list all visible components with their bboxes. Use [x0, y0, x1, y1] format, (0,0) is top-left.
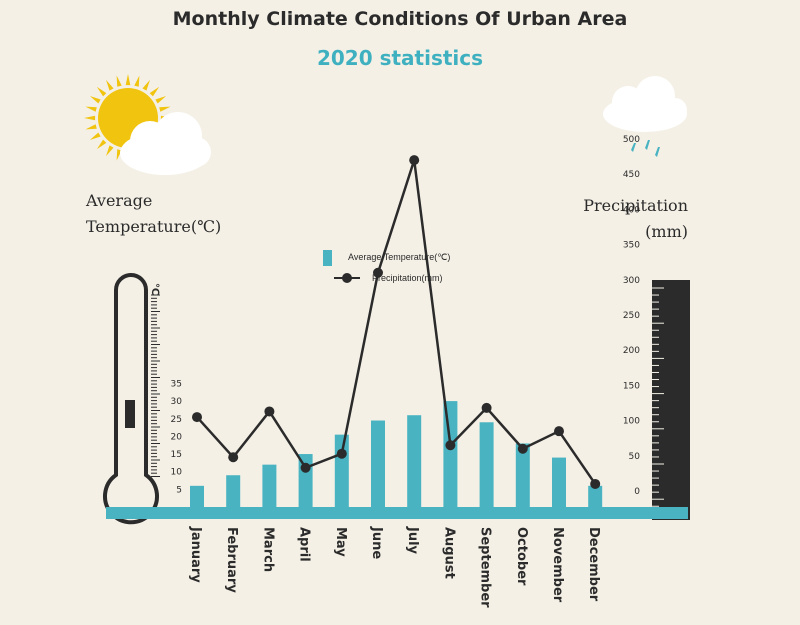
sun-ray [85, 106, 97, 112]
month-label: December [586, 527, 601, 602]
left-axis-label-line1: Average [86, 191, 153, 210]
ruler-icon [652, 280, 690, 520]
month-label: April [297, 527, 312, 562]
sun-ray [89, 132, 101, 140]
precipitation-point [336, 448, 347, 459]
month-label: June [369, 526, 384, 559]
temperature-bar [407, 415, 422, 507]
left-tick-label: 30 [171, 397, 183, 407]
legend-temperature-label: Average Temperature(℃) [348, 252, 451, 262]
right-tick-label: 50 [629, 452, 641, 462]
month-label: February [224, 527, 239, 593]
left-tick-label: 35 [171, 379, 182, 389]
thermometer-unit-label: ℃ [149, 283, 160, 295]
sun-ray [116, 75, 122, 87]
month-label: November [550, 527, 565, 603]
temperature-bars [190, 401, 603, 507]
precipitation-line [192, 155, 601, 489]
precipitation-point [264, 406, 275, 417]
sun-cloud-icon [84, 74, 211, 175]
precipitation-point [300, 462, 311, 473]
precipitation-point [481, 402, 492, 413]
precipitation-point [373, 267, 383, 278]
temperature-bar [334, 434, 349, 507]
temperature-bar [515, 443, 530, 507]
month-label: August [441, 527, 456, 579]
temperature-bar [552, 457, 566, 507]
right-tick-label: 150 [623, 381, 640, 391]
sun-ray [89, 96, 101, 104]
month-label: September [478, 527, 493, 608]
right-tick-label: 500 [623, 135, 640, 145]
chart-subtitle: 2020 statistics [316, 46, 484, 70]
left-tick-label: 10 [171, 468, 183, 478]
left-axis-label-line2: Temperature(℃) [86, 217, 222, 236]
precipitation-point [517, 443, 528, 454]
right-tick-label: 300 [623, 276, 640, 286]
sun-ray [85, 124, 97, 130]
temperature-bar [371, 420, 385, 507]
legend-bar-swatch [323, 250, 332, 266]
sun-ray [159, 106, 171, 112]
chart-title: Monthly Climate Conditions Of Urban Area [172, 8, 628, 30]
legend [323, 250, 360, 283]
precipitation-series-line [196, 159, 597, 485]
left-tick-label: 25 [171, 415, 182, 425]
temperature-bar [262, 464, 277, 507]
month-label: January [188, 526, 203, 583]
thermometer-icon: ℃ [103, 273, 160, 525]
sun-ray [106, 79, 114, 91]
month-label: July [405, 526, 420, 555]
left-tick-label: 20 [171, 432, 183, 442]
precipitation-point [554, 426, 564, 437]
sun-ray [142, 79, 150, 91]
temperature-bar [443, 401, 458, 507]
precipitation-point [192, 412, 202, 423]
precipitation-point [590, 478, 601, 489]
left-tick-label: 15 [171, 450, 182, 460]
right-tick-label: 350 [623, 241, 640, 251]
right-tick-label: 450 [623, 170, 640, 180]
right-tick-label: 250 [623, 311, 640, 321]
rain-cloud-icon [603, 76, 687, 157]
sun-ray [155, 96, 167, 104]
left-axis-ticks: 5 10 15 20 25 30 35 [171, 379, 183, 495]
right-tick-label: 100 [623, 417, 640, 427]
sun-ray [149, 86, 160, 97]
precipitation-point [445, 440, 456, 451]
sun-ray [96, 139, 107, 150]
right-axis-label-line1: Precipitation [583, 196, 688, 215]
right-tick-label: 400 [623, 205, 640, 215]
sun-ray [106, 145, 114, 157]
temperature-bar [588, 485, 603, 507]
x-axis-baseline [106, 507, 688, 519]
right-axis-label-line2: (mm) [645, 222, 688, 241]
precipitation-point [409, 155, 420, 166]
right-tick-label: 200 [623, 346, 640, 356]
sun-ray [125, 74, 131, 86]
left-axis-label: Average Temperature(℃) [86, 188, 221, 240]
month-labels: January February March April May June July Augu… [188, 526, 601, 608]
precipitation-point [228, 452, 239, 463]
sun-ray [84, 115, 96, 121]
left-tick-label: 5 [176, 485, 182, 495]
month-label: May [333, 527, 348, 557]
temperature-bar [190, 485, 204, 507]
legend-precipitation-label: Precipitation(mm) [372, 273, 443, 283]
sun-ray [134, 75, 140, 87]
temperature-bar [479, 422, 494, 507]
right-axis-ticks: 0 50 100 150 200 250 300 350 400 450 500 [623, 135, 640, 497]
month-label: October [514, 527, 529, 586]
temperature-bar [226, 475, 241, 507]
right-axis-label: Precipitation (mm) [560, 193, 688, 245]
month-label: March [260, 527, 275, 572]
right-tick-label: 0 [634, 487, 640, 497]
sun-ray [96, 86, 107, 97]
